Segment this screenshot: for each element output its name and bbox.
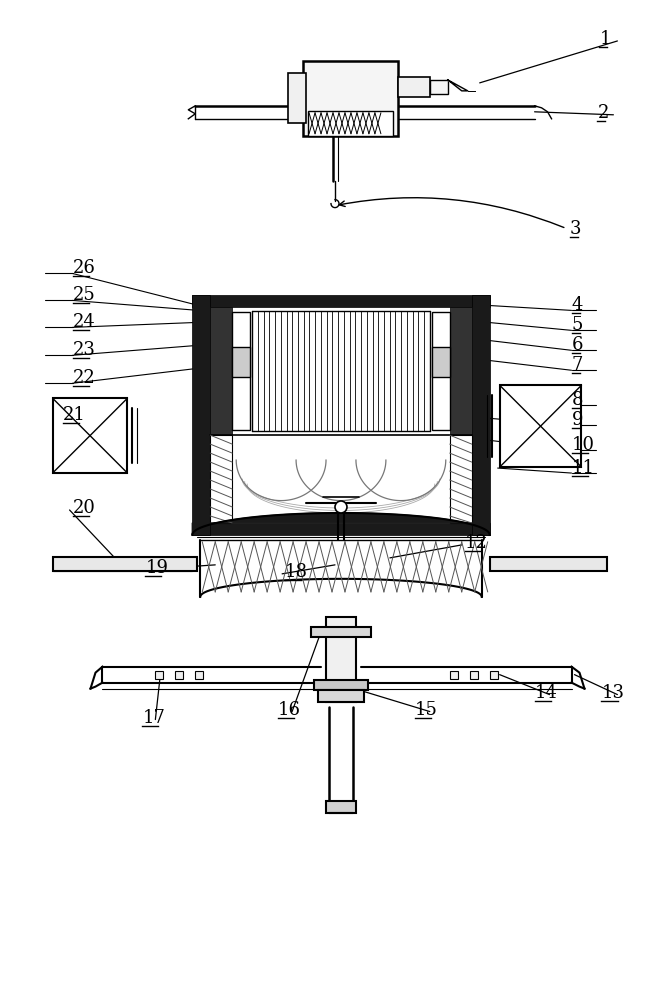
Text: 18: 18 (285, 563, 308, 581)
Text: 24: 24 (73, 313, 96, 331)
Text: 2: 2 (597, 104, 609, 122)
Text: 3: 3 (570, 220, 581, 238)
Bar (432, 347, 450, 377)
Bar (314, 680, 368, 690)
Text: 21: 21 (63, 406, 86, 424)
Bar (210, 435, 232, 523)
Bar (311, 627, 371, 637)
Bar (288, 73, 306, 123)
Text: 11: 11 (572, 459, 595, 477)
Bar (500, 385, 581, 467)
Bar (450, 435, 472, 523)
Bar (175, 671, 183, 679)
Bar (450, 671, 458, 679)
Polygon shape (448, 80, 468, 91)
Polygon shape (192, 513, 490, 535)
Polygon shape (192, 295, 210, 535)
Polygon shape (192, 295, 490, 307)
Text: 10: 10 (572, 436, 595, 454)
Bar (398, 77, 430, 97)
Bar (470, 671, 478, 679)
Text: 15: 15 (415, 701, 438, 719)
Text: 17: 17 (142, 709, 165, 727)
Bar (53, 557, 197, 571)
Text: 9: 9 (572, 411, 583, 429)
Bar (490, 671, 498, 679)
Text: 1: 1 (599, 30, 611, 48)
Text: 16: 16 (278, 701, 301, 719)
Bar (303, 61, 398, 136)
Bar (232, 312, 250, 430)
Text: 23: 23 (73, 341, 96, 359)
Text: 5: 5 (572, 316, 583, 334)
Bar (430, 80, 448, 94)
Text: 20: 20 (73, 499, 96, 517)
Polygon shape (472, 295, 490, 535)
Bar (326, 801, 356, 813)
Text: 8: 8 (572, 391, 583, 409)
Text: 12: 12 (465, 534, 488, 552)
Bar (450, 307, 472, 435)
Bar (53, 398, 128, 473)
Text: 13: 13 (601, 684, 625, 702)
Bar (210, 307, 472, 523)
Text: 26: 26 (73, 259, 96, 277)
Bar (318, 690, 364, 702)
Bar (432, 312, 450, 430)
Text: 22: 22 (73, 369, 96, 387)
Bar (308, 111, 393, 136)
Circle shape (335, 501, 347, 513)
Bar (210, 307, 232, 435)
Text: 7: 7 (572, 356, 583, 374)
Bar (195, 671, 203, 679)
Text: 6: 6 (572, 336, 583, 354)
Text: 14: 14 (534, 684, 558, 702)
Bar (156, 671, 164, 679)
Bar (232, 347, 250, 377)
Text: 4: 4 (572, 296, 583, 314)
Polygon shape (192, 523, 490, 535)
Bar (210, 435, 232, 523)
Bar (450, 435, 472, 523)
Text: 19: 19 (146, 559, 168, 577)
Bar (326, 617, 356, 702)
Bar (490, 557, 607, 571)
Text: 25: 25 (73, 286, 96, 304)
